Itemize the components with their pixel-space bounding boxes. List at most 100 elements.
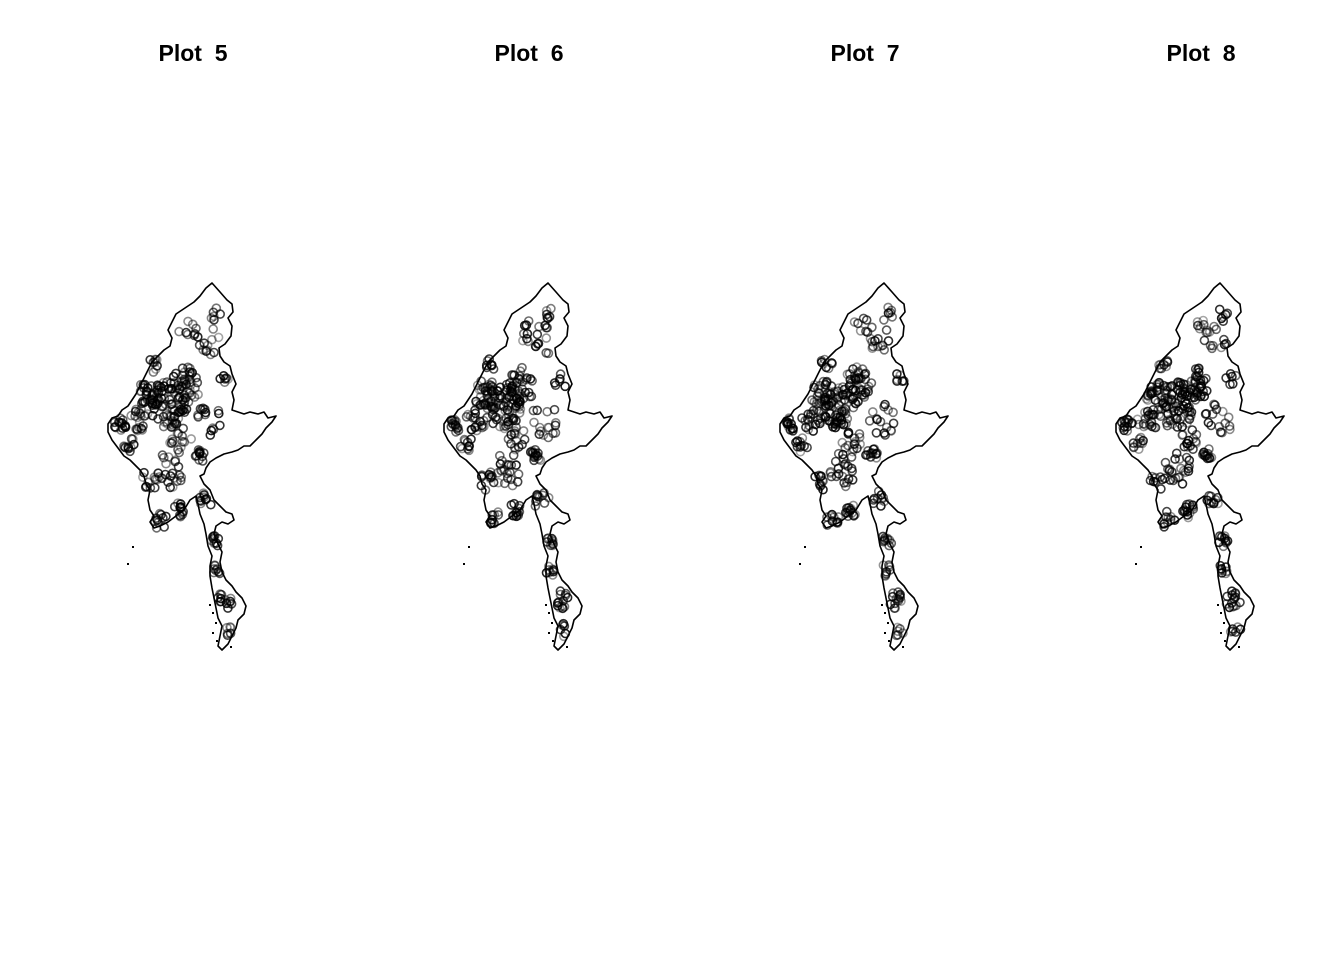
location-point xyxy=(1222,308,1233,319)
location-point xyxy=(185,367,195,377)
location-point xyxy=(165,482,175,493)
island-marks xyxy=(463,546,568,648)
point-layer xyxy=(109,303,237,641)
location-point xyxy=(848,510,859,521)
location-point xyxy=(892,376,902,386)
location-point xyxy=(1199,319,1209,330)
location-point xyxy=(1183,463,1194,474)
point-layer xyxy=(781,302,909,641)
location-point xyxy=(884,561,895,572)
panel-plot-5: Plot 5 xyxy=(107,40,277,651)
location-point xyxy=(216,589,227,600)
location-point xyxy=(1159,518,1169,528)
location-point xyxy=(221,598,232,609)
location-point xyxy=(514,396,525,407)
location-point xyxy=(209,311,219,322)
location-point xyxy=(1165,415,1175,425)
location-point xyxy=(880,571,891,581)
location-point xyxy=(514,408,525,418)
location-point xyxy=(506,391,517,402)
location-point xyxy=(888,407,898,418)
location-point xyxy=(487,409,498,420)
location-point xyxy=(1209,321,1219,332)
location-point xyxy=(880,399,890,410)
location-point xyxy=(510,429,521,440)
location-point xyxy=(1204,453,1214,463)
location-point xyxy=(1162,381,1173,392)
location-point xyxy=(186,434,196,444)
location-point xyxy=(1155,472,1166,482)
location-point xyxy=(1159,521,1169,532)
location-point xyxy=(854,429,865,439)
location-point xyxy=(495,450,505,461)
location-point xyxy=(533,448,543,458)
location-point xyxy=(543,422,553,433)
location-point xyxy=(1221,566,1232,577)
location-point xyxy=(1207,409,1218,419)
location-point xyxy=(827,358,837,369)
location-point xyxy=(1224,421,1235,431)
panel-title: Plot 8 xyxy=(1166,40,1235,66)
location-point xyxy=(174,447,184,458)
location-point xyxy=(472,380,483,391)
location-point xyxy=(161,511,171,522)
location-point xyxy=(1227,601,1238,612)
location-point xyxy=(178,381,188,391)
location-point xyxy=(506,429,516,440)
location-point xyxy=(837,437,848,448)
location-point xyxy=(136,423,147,434)
location-point xyxy=(493,477,504,488)
location-point xyxy=(855,439,865,450)
location-point xyxy=(225,628,236,639)
location-point xyxy=(1180,389,1190,399)
location-point xyxy=(868,341,878,352)
location-point xyxy=(509,370,520,381)
location-point xyxy=(552,600,563,611)
location-point xyxy=(519,434,530,445)
location-point xyxy=(508,510,518,521)
location-point xyxy=(523,336,533,347)
location-point xyxy=(216,596,226,607)
location-point xyxy=(1143,410,1153,421)
location-point xyxy=(543,561,554,572)
location-point xyxy=(1206,452,1217,463)
location-point xyxy=(1157,395,1167,406)
location-point xyxy=(168,436,178,447)
location-point xyxy=(859,392,870,402)
location-point xyxy=(152,385,163,395)
location-point xyxy=(169,411,180,422)
location-point xyxy=(522,333,532,344)
location-point xyxy=(1210,400,1220,410)
location-point xyxy=(875,341,886,352)
location-point xyxy=(176,472,187,483)
location-point xyxy=(1187,500,1198,511)
location-point xyxy=(1221,338,1231,349)
location-point xyxy=(1181,452,1192,463)
location-point xyxy=(532,405,542,416)
location-point xyxy=(800,415,810,426)
location-point xyxy=(226,599,237,609)
location-point xyxy=(169,387,180,397)
location-point xyxy=(1138,435,1148,446)
location-point xyxy=(810,471,820,482)
location-point xyxy=(1175,414,1186,424)
location-point xyxy=(449,414,460,425)
location-point xyxy=(152,474,162,485)
location-point xyxy=(868,407,878,417)
location-point xyxy=(1162,506,1172,517)
location-point xyxy=(816,471,826,481)
location-point xyxy=(1206,420,1216,431)
location-point xyxy=(143,477,153,488)
location-point xyxy=(1190,436,1201,447)
location-point xyxy=(466,434,476,445)
location-point xyxy=(551,417,561,428)
location-point xyxy=(854,383,864,394)
location-point xyxy=(208,324,218,334)
location-point xyxy=(878,536,889,547)
location-point xyxy=(1206,497,1217,508)
location-point xyxy=(470,408,481,419)
location-point xyxy=(167,434,177,445)
location-point xyxy=(833,512,844,522)
location-point xyxy=(213,533,224,544)
location-point xyxy=(481,362,492,373)
